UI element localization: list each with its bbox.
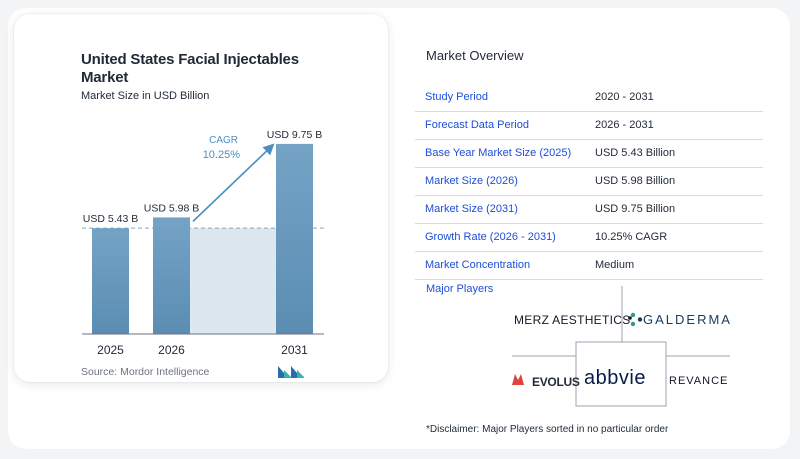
cagr-arrow [192, 143, 275, 222]
overview-row-concentration: Market Concentration Medium [415, 252, 763, 280]
overview-table: Study Period 2020 - 2031 Forecast Data P… [415, 84, 763, 280]
row-value: USD 5.98 Billion [595, 175, 676, 187]
overview-row-forecast-period: Forecast Data Period 2026 - 2031 [415, 112, 763, 140]
chart-subtitle: Market Size in USD Billion [81, 90, 210, 102]
row-value: Medium [595, 259, 635, 271]
cagr-label: CAGR [209, 135, 238, 146]
overview-row-size-2026: Market Size (2026) USD 5.98 Billion [415, 168, 763, 196]
galderma-mark-icon [630, 312, 643, 327]
overview-row-base-year-size: Base Year Market Size (2025) USD 5.43 Bi… [415, 140, 763, 168]
row-label: Forecast Data Period [425, 119, 529, 131]
evolus-mark-icon [512, 374, 524, 385]
evolus-logo: EVOLUS [532, 375, 580, 389]
overview-row-study-period: Study Period 2020 - 2031 [415, 84, 763, 112]
source-note: Source: Mordor Intelligence [81, 366, 210, 378]
row-label: Base Year Market Size (2025) [425, 147, 572, 159]
chart-title: United States Facial Injectables Market [81, 51, 299, 86]
row-label: Market Size (2026) [425, 175, 518, 187]
abbvie-logo: abbvie [584, 367, 646, 389]
growth-shade [190, 228, 276, 334]
value-label-2025: USD 5.43 B [83, 213, 138, 225]
mordor-intelligence-logo [278, 366, 304, 378]
major-players-label: Major Players [426, 283, 494, 295]
row-label: Market Size (2031) [425, 203, 518, 215]
row-value: USD 5.43 Billion [595, 147, 676, 159]
revance-logo: REVANCE [669, 375, 729, 387]
row-label: Market Concentration [425, 259, 531, 271]
row-value: 2026 - 2031 [595, 119, 654, 131]
row-value: 2020 - 2031 [595, 91, 654, 103]
overview-row-size-2031: Market Size (2031) USD 9.75 Billion [415, 196, 763, 224]
row-label: Study Period [425, 91, 488, 103]
x-tick-label-2025: 2025 [97, 343, 124, 357]
overview-row-growth-rate: Growth Rate (2026 - 2031) 10.25% CAGR [415, 224, 763, 252]
bar-2026 [153, 217, 190, 334]
x-tick-label-2026: 2026 [158, 343, 185, 357]
row-value: USD 9.75 Billion [595, 203, 676, 215]
x-tick-label-2031: 2031 [281, 343, 308, 357]
galderma-logo: GALDERMA [643, 312, 732, 327]
overview-title: Market Overview [426, 48, 524, 63]
disclaimer: *Disclaimer: Major Players sorted in no … [426, 424, 669, 435]
row-label: Growth Rate (2026 - 2031) [425, 231, 556, 243]
bar-2025 [92, 228, 129, 334]
value-label-2031: USD 9.75 B [267, 129, 322, 141]
cagr-value: 10.25% [203, 149, 241, 161]
value-label-2026: USD 5.98 B [144, 202, 199, 214]
row-value: 10.25% CAGR [595, 231, 668, 243]
merz-aesthetics-logo: MERZ AESTHETICS [514, 313, 631, 327]
bar-2031 [276, 143, 313, 334]
